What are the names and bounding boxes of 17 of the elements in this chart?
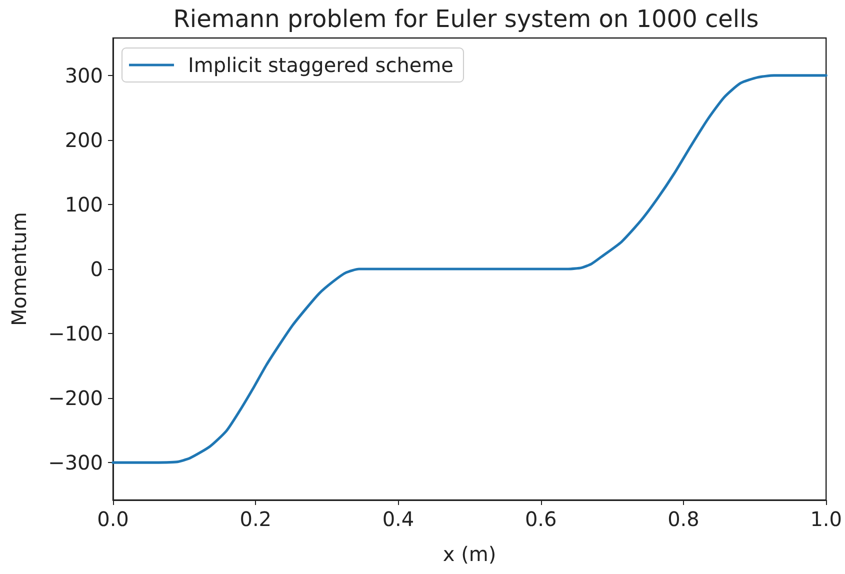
x-axis-title: x (m) [442, 542, 496, 566]
x-tick-label: 0.8 [668, 507, 700, 531]
y-tick-label: −200 [48, 386, 103, 410]
y-axis-title: Momentum [7, 212, 31, 326]
x-tick-label: 0.2 [240, 507, 272, 531]
y-tick-label: −100 [48, 322, 103, 346]
y-tick-label: 0 [90, 257, 103, 281]
y-tick-label: 300 [64, 63, 103, 88]
x-tick-label: 0.0 [97, 507, 129, 531]
legend-label: Implicit staggered scheme [188, 53, 454, 77]
y-tick-label: 200 [64, 128, 103, 152]
x-tick-label: 0.4 [382, 507, 414, 531]
chart-title: Riemann problem for Euler system on 1000 cells [173, 5, 759, 33]
y-tick-label: −300 [48, 450, 103, 475]
x-tick-label: 0.6 [524, 507, 557, 531]
y-tick-label: 100 [64, 192, 103, 216]
x-tick-label: 1.0 [810, 507, 842, 531]
